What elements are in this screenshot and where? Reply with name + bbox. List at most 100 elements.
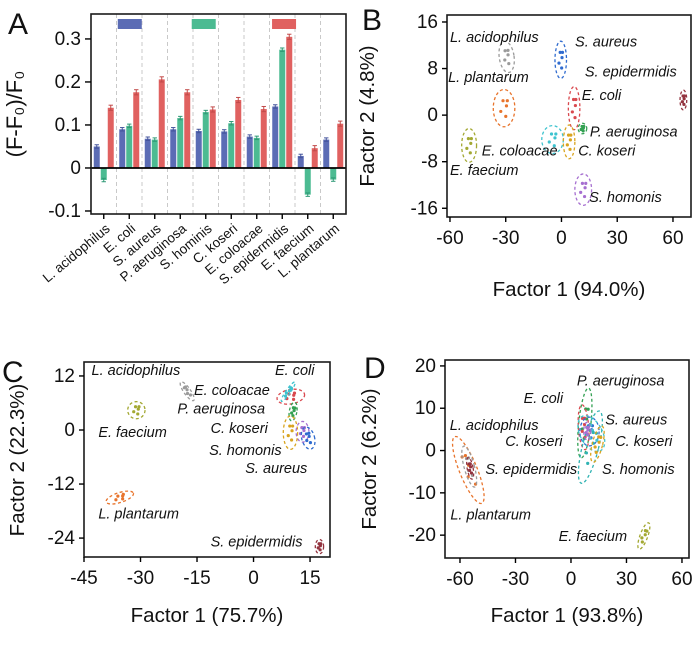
- cluster-label: E. coloacae: [194, 383, 270, 399]
- x-tick-label: -60: [436, 228, 463, 249]
- data-point: [574, 97, 578, 102]
- data-point: [319, 542, 323, 546]
- x-tick-label: -30: [492, 228, 519, 249]
- data-point: [586, 461, 590, 465]
- cluster-ellipse: [567, 85, 581, 131]
- x-tick-label: 30: [607, 228, 628, 249]
- plot-frame: [83, 361, 331, 558]
- bar: [323, 139, 330, 168]
- data-point: [469, 471, 474, 475]
- data-point: [185, 388, 189, 392]
- data-point: [463, 454, 468, 458]
- bar: [170, 129, 177, 168]
- y-tick-label: 12: [54, 366, 75, 387]
- cluster-ellipse: [562, 124, 576, 160]
- cluster-ellipse: [554, 40, 568, 80]
- cluster-ellipse: [127, 400, 146, 420]
- cluster-label: E. faecium: [559, 529, 628, 545]
- cluster-label: C. koseri: [578, 143, 636, 159]
- data-point: [114, 498, 118, 502]
- cluster-label: E. faecium: [450, 163, 519, 179]
- data-point: [291, 424, 295, 428]
- y-tick-label: 20: [415, 356, 436, 377]
- cluster-ellipse: [105, 490, 135, 505]
- y-tick-label: 0: [425, 441, 436, 462]
- bar: [279, 49, 286, 168]
- data-point: [301, 434, 306, 438]
- cluster-label: S. epidermidis: [485, 462, 577, 478]
- data-point: [136, 412, 140, 416]
- data-point: [682, 97, 686, 101]
- data-point: [188, 393, 193, 397]
- cluster-label: S. homonis: [589, 190, 662, 206]
- x-tick-label: 60: [662, 228, 683, 249]
- y-axis-title: Factor 2 (6.2%): [358, 388, 381, 529]
- cluster-label: C. koseri: [615, 434, 673, 450]
- cluster-label: E. faecium: [98, 425, 166, 441]
- data-point: [469, 141, 473, 145]
- data-point: [565, 143, 569, 147]
- cluster-label: L. plantarum: [98, 506, 179, 522]
- bar: [126, 125, 133, 168]
- data-point: [573, 103, 578, 108]
- data-point: [566, 133, 571, 137]
- cluster-ellipse: [679, 89, 688, 111]
- cluster-ellipse: [300, 426, 316, 450]
- plot-frame: [444, 359, 690, 559]
- x-tick-label: -30: [502, 569, 529, 590]
- cluster-ellipse: [590, 425, 605, 463]
- y-tick-label: -10: [409, 483, 436, 504]
- data-point: [183, 385, 188, 389]
- data-point: [307, 434, 311, 439]
- panel-letter: A: [8, 8, 28, 41]
- data-point: [283, 394, 288, 398]
- bar: [330, 167, 337, 180]
- cluster-ellipse: [461, 127, 478, 163]
- x-tick-label: -30: [127, 568, 154, 589]
- data-point: [584, 181, 588, 185]
- data-point: [645, 529, 649, 533]
- data-point: [547, 140, 551, 144]
- y-tick-label: -16: [411, 198, 438, 219]
- cluster-ellipse: [314, 538, 325, 555]
- data-point: [682, 94, 686, 98]
- data-point: [640, 536, 644, 540]
- bar: [297, 155, 304, 168]
- data-point: [599, 435, 603, 439]
- bar: [228, 123, 235, 168]
- data-point: [302, 428, 306, 433]
- legend-swatch: [117, 19, 142, 29]
- bar: [202, 112, 209, 168]
- data-point: [289, 386, 294, 390]
- cluster-ellipse: [637, 522, 651, 550]
- cluster-ellipse: [466, 456, 475, 480]
- y-axis-title: Factor 2 (22.3%): [6, 384, 29, 537]
- legend-swatch: [191, 19, 216, 29]
- scatter-plot-group: L. acidophilus E. coli E. coloacae P. aerug…: [2, 356, 331, 627]
- data-point: [579, 127, 583, 132]
- cluster-ellipse: [577, 410, 604, 484]
- bar: [93, 146, 100, 168]
- data-point: [469, 137, 473, 141]
- data-point: [116, 494, 120, 498]
- bar: [133, 92, 140, 168]
- x-tick-label: 0: [248, 568, 259, 589]
- data-point: [290, 429, 294, 433]
- data-point: [582, 194, 587, 199]
- bar: [184, 92, 191, 168]
- cluster-label: P. aeruginosa: [177, 401, 265, 417]
- bar: [246, 136, 253, 168]
- data-point: [286, 434, 290, 438]
- y-tick-label: 10: [415, 398, 436, 419]
- data-point: [506, 48, 510, 52]
- data-point: [580, 429, 584, 433]
- bar: [260, 109, 267, 168]
- cluster-label: S. aureus: [605, 413, 667, 429]
- cluster-label: P. aeruginosa: [590, 125, 678, 141]
- bar: [100, 167, 107, 181]
- data-point: [557, 61, 561, 65]
- data-point: [468, 462, 472, 466]
- y-tick-label: 8: [427, 59, 438, 80]
